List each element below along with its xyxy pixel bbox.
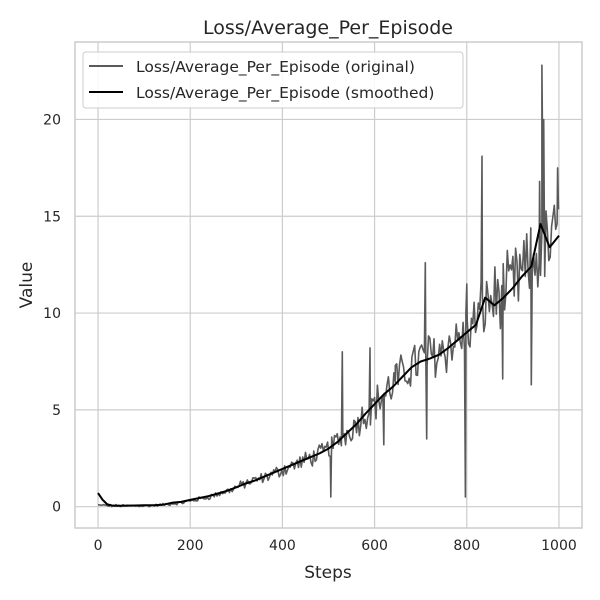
y-tick-label: 10 <box>43 306 61 322</box>
y-tick-label: 20 <box>43 112 61 128</box>
legend: Loss/Average_Per_Episode (original) Loss… <box>82 51 464 109</box>
x-tick-label: 800 <box>453 538 480 554</box>
y-axis-label: Value <box>17 262 37 309</box>
series-smoothed-line <box>97 223 560 507</box>
x-tick-label: 0 <box>94 538 103 554</box>
y-tick-label: 5 <box>52 403 61 419</box>
x-tick-label: 600 <box>361 538 388 554</box>
series-layer <box>97 64 560 508</box>
x-axis-ticks: 0 200 400 600 800 1000 <box>94 538 577 554</box>
x-tick-label: 200 <box>177 538 204 554</box>
y-tick-label: 15 <box>43 209 61 225</box>
x-axis-label: Steps <box>304 563 352 583</box>
y-axis-ticks: 0 5 10 15 20 <box>43 112 61 515</box>
x-tick-label: 400 <box>269 538 296 554</box>
grid-lines <box>75 42 582 528</box>
x-tick-label: 1000 <box>541 538 577 554</box>
chart-title: Loss/Average_Per_Episode <box>203 17 453 39</box>
legend-box <box>82 51 464 109</box>
y-tick-label: 0 <box>52 500 61 516</box>
legend-label-original: Loss/Average_Per_Episode (original) <box>136 58 415 77</box>
legend-label-smoothed: Loss/Average_Per_Episode (smoothed) <box>136 84 434 103</box>
